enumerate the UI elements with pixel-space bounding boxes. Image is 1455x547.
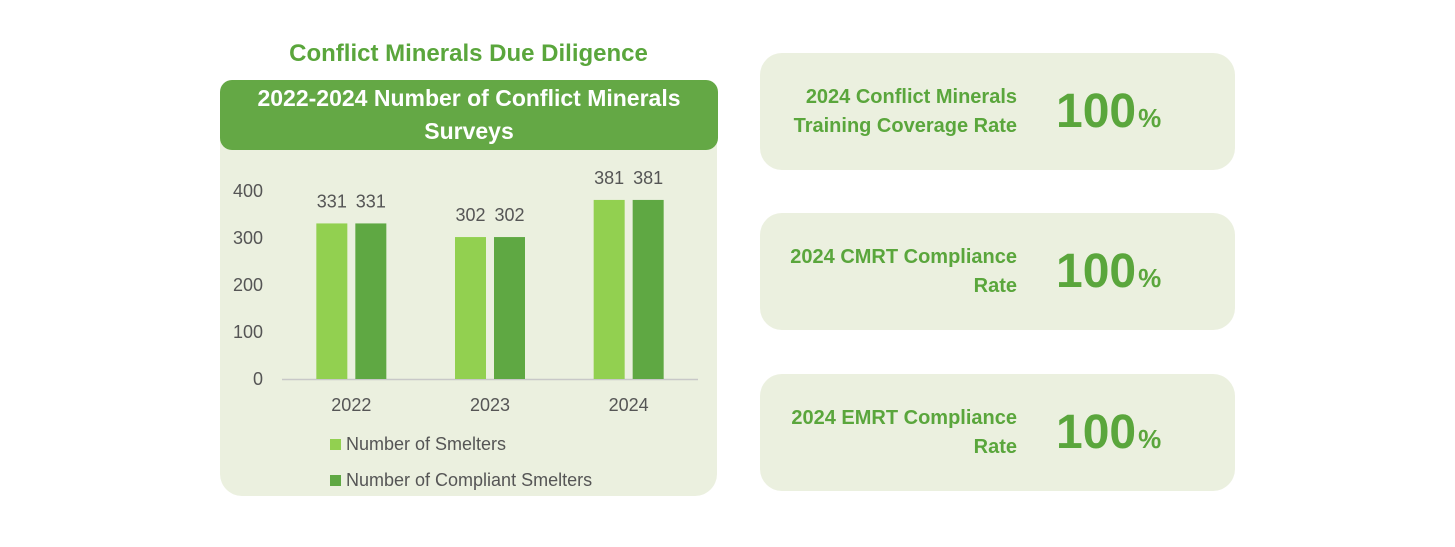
x-tick-label: 2024 — [609, 395, 649, 415]
stat-number: 100 — [1056, 406, 1137, 459]
y-tick-label: 100 — [233, 322, 263, 342]
stat-label-text: 2024 Conflict Minerals Training Coverage… — [793, 85, 1017, 137]
x-tick-label: 2023 — [470, 395, 510, 415]
data-label: 302 — [494, 205, 524, 225]
legend-label-smelters: Number of Smelters — [346, 433, 507, 454]
y-tick-label: 400 — [233, 181, 263, 201]
y-tick-label: 200 — [233, 275, 263, 295]
stat-label-text: 2024 CMRT Compliance Rate — [790, 245, 1017, 297]
data-label: 331 — [356, 191, 386, 211]
data-label: 331 — [317, 191, 347, 211]
bar — [455, 237, 486, 379]
data-label: 381 — [594, 168, 624, 188]
y-tick-label: 300 — [233, 228, 263, 248]
stat-label-text: 2024 EMRT Compliance Rate — [791, 406, 1017, 458]
stat-card-training-coverage: 2024 Conflict Minerals Training Coverage… — [760, 53, 1235, 170]
stat-label: 2024 CMRT Compliance Rate — [777, 213, 1017, 330]
stat-number: 100 — [1056, 245, 1137, 298]
legend-item-smelters: Number of Smelters — [330, 426, 592, 462]
stat-unit: % — [1138, 103, 1162, 133]
chart-legend: Number of Smelters Number of Compliant S… — [330, 426, 592, 498]
bar — [593, 199, 625, 379]
legend-label-compliant-smelters: Number of Compliant Smelters — [346, 469, 593, 490]
legend-swatch-smelters — [330, 438, 341, 450]
stat-value: 100% — [1056, 53, 1161, 170]
y-tick-label: 0 — [253, 369, 263, 389]
stat-label: 2024 EMRT Compliance Rate — [777, 374, 1017, 491]
stat-unit: % — [1138, 424, 1162, 454]
stat-value: 100% — [1056, 213, 1161, 330]
chart-title-bar: 2022-2024 Number of Conflict Minerals Su… — [220, 80, 718, 150]
x-tick-label: 2022 — [331, 395, 371, 415]
stat-card-cmrt-compliance: 2024 CMRT Compliance Rate 100% — [760, 213, 1235, 330]
stat-number: 100 — [1056, 85, 1137, 138]
legend-item-compliant-smelters: Number of Compliant Smelters — [330, 462, 592, 498]
legend-swatch-compliant-smelters — [330, 474, 341, 486]
stat-card-emrt-compliance: 2024 EMRT Compliance Rate 100% — [760, 374, 1235, 491]
page-heading: Conflict Minerals Due Diligence — [289, 40, 648, 67]
data-label: 302 — [455, 205, 485, 225]
data-label: 381 — [633, 168, 663, 188]
stat-unit: % — [1138, 263, 1162, 293]
bar — [632, 199, 664, 379]
bar — [355, 223, 387, 379]
bar — [316, 223, 348, 379]
bar — [494, 237, 525, 379]
stat-value: 100% — [1056, 374, 1161, 491]
chart-title: 2022-2024 Number of Conflict Minerals Su… — [257, 85, 681, 144]
stat-label: 2024 Conflict Minerals Training Coverage… — [777, 53, 1017, 170]
